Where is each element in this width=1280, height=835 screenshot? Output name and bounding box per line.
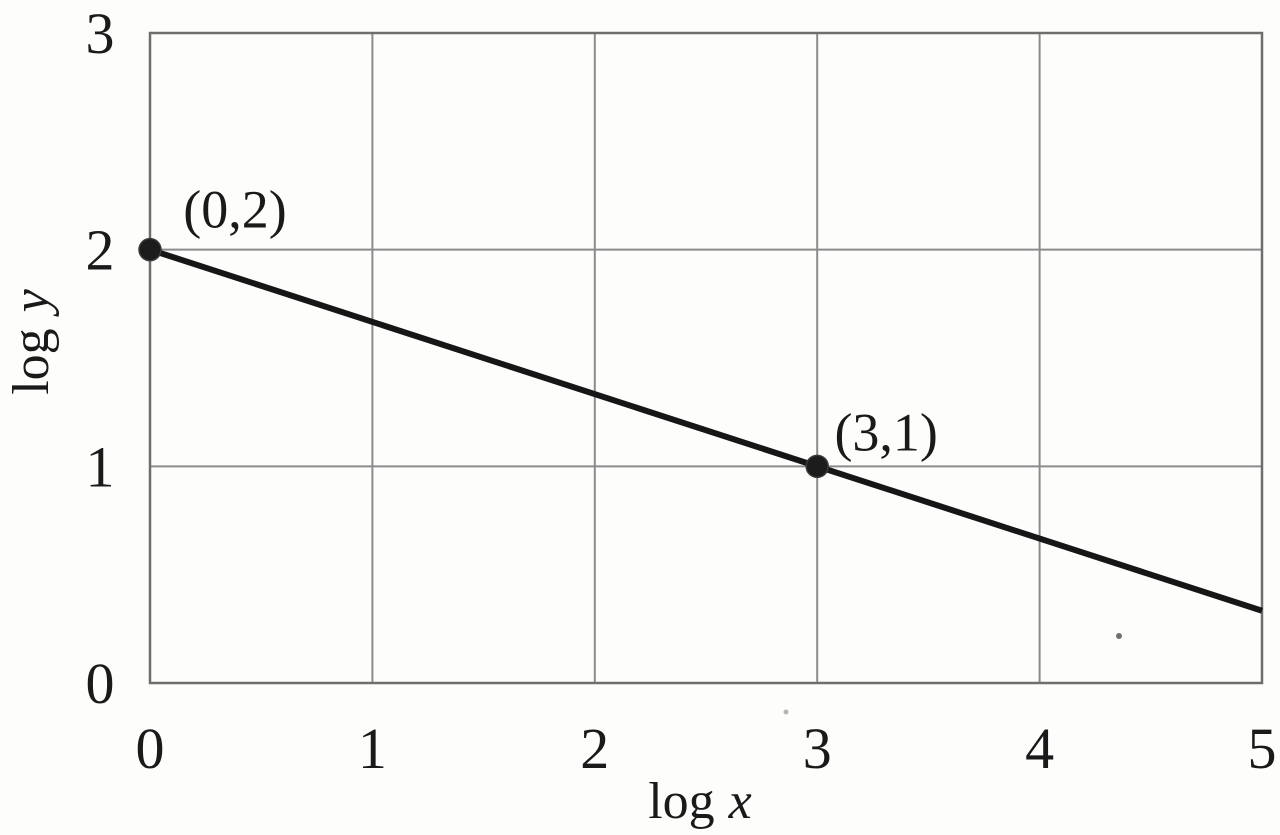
y-tick-label-3: 3 xyxy=(86,1,115,66)
scan-speck-icon xyxy=(1116,633,1122,639)
y-tick-label-1: 1 xyxy=(86,434,115,499)
scan-speck-faint-icon xyxy=(783,709,789,715)
point-label-(0,2): (0,2) xyxy=(183,180,286,240)
data-point-(3,1) xyxy=(805,454,829,479)
data-line-straight-line xyxy=(149,246,1263,614)
series-layer xyxy=(138,237,1263,614)
point-annotations: (0,2) (3,1) xyxy=(183,180,938,463)
x-tick-label-2: 2 xyxy=(580,716,609,781)
grid-layer xyxy=(150,33,1262,683)
y-tick-label-0: 0 xyxy=(86,651,115,716)
tick-labels: 0 1 2 3 4 5 0 1 2 3 xyxy=(86,1,1277,781)
plot-area xyxy=(150,33,1262,683)
y-axis-label: logy xyxy=(3,288,60,394)
x-tick-label-5: 5 xyxy=(1248,716,1277,781)
x-tick-label-4: 4 xyxy=(1025,716,1054,781)
data-point-(0,2) xyxy=(138,237,162,262)
plot-border xyxy=(148,31,1264,685)
y-tick-label-2: 2 xyxy=(86,218,115,283)
x-axis-label: log x xyxy=(648,773,752,830)
point-label-(3,1): (3,1) xyxy=(834,402,937,462)
x-tick-label-0: 0 xyxy=(136,716,165,781)
x-tick-label-3: 3 xyxy=(803,716,832,781)
x-tick-label-1: 1 xyxy=(358,716,387,781)
